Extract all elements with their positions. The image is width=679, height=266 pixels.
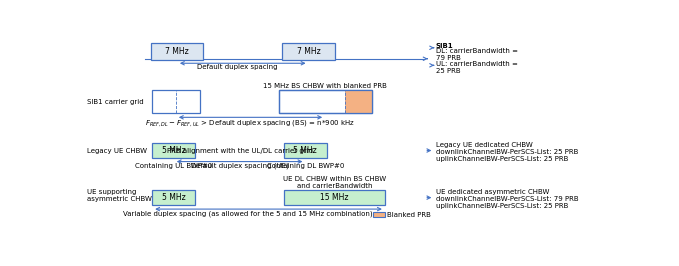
Bar [284, 143, 327, 158]
Text: 15 MHz BS CHBW with blanked PRB: 15 MHz BS CHBW with blanked PRB [263, 83, 387, 89]
Text: Default duplex spacing: Default duplex spacing [197, 64, 278, 70]
Text: Legacy UE CHBW: Legacy UE CHBW [87, 148, 147, 153]
Text: 7 MHz: 7 MHz [297, 47, 320, 56]
Text: UE supporting
asymmetric CHBW: UE supporting asymmetric CHBW [87, 189, 152, 202]
Text: 5 MHz: 5 MHz [162, 193, 185, 202]
Text: $F_{REF,DL} - F_{REF,UL}$ > Default duplex spacing (BS) = n*900 kHz: $F_{REF,DL} - F_{REF,UL}$ > Default dupl… [145, 118, 356, 128]
Text: 5 MHz: 5 MHz [162, 146, 185, 155]
Text: UE dedicated asymmetric CHBW
downlinkChannelBW-PerSCS-List: 79 PRB
uplinkChannel: UE dedicated asymmetric CHBW downlinkCha… [436, 189, 579, 209]
Text: UE DL CHBW within BS CHBW
and carrierBandwidth: UE DL CHBW within BS CHBW and carrierBan… [282, 176, 386, 189]
Text: 5 MHz: 5 MHz [293, 146, 317, 155]
Bar [152, 190, 196, 205]
Text: SIB1: SIB1 [436, 43, 454, 49]
Text: SIB1 carrier grid: SIB1 carrier grid [87, 99, 143, 105]
Bar [373, 212, 385, 217]
Bar [151, 43, 203, 60]
Bar [278, 90, 371, 113]
Text: 15 MHz: 15 MHz [320, 193, 348, 202]
Text: Variable duplex spacing (as allowed for the 5 and 15 MHz combination): Variable duplex spacing (as allowed for … [123, 210, 372, 217]
Text: Containing UL BWP#0: Containing UL BWP#0 [135, 163, 213, 169]
Bar [284, 190, 385, 205]
Text: UL: carrierBandwidth =
25 PRB: UL: carrierBandwidth = 25 PRB [436, 61, 518, 74]
Text: PRB alignment with the UL/DL carrier grid: PRB alignment with the UL/DL carrier gri… [166, 148, 312, 153]
Text: Legacy UE dedicated CHBW
downlinkChannelBW-PerSCS-List: 25 PRB
uplinkChannelBW-P: Legacy UE dedicated CHBW downlinkChannel… [436, 142, 579, 162]
Text: Default duplex spacing (UE): Default duplex spacing (UE) [191, 163, 289, 169]
Text: Blanked PRB: Blanked PRB [388, 212, 431, 218]
Bar [278, 90, 371, 113]
Text: DL: carrierBandwidth =
79 PRB: DL: carrierBandwidth = 79 PRB [436, 48, 518, 61]
Bar [152, 90, 200, 113]
Text: Containing DL BWP#0: Containing DL BWP#0 [267, 163, 344, 169]
Bar [345, 90, 371, 113]
Text: 7 MHz: 7 MHz [165, 47, 189, 56]
Bar [152, 143, 196, 158]
Bar [282, 43, 335, 60]
